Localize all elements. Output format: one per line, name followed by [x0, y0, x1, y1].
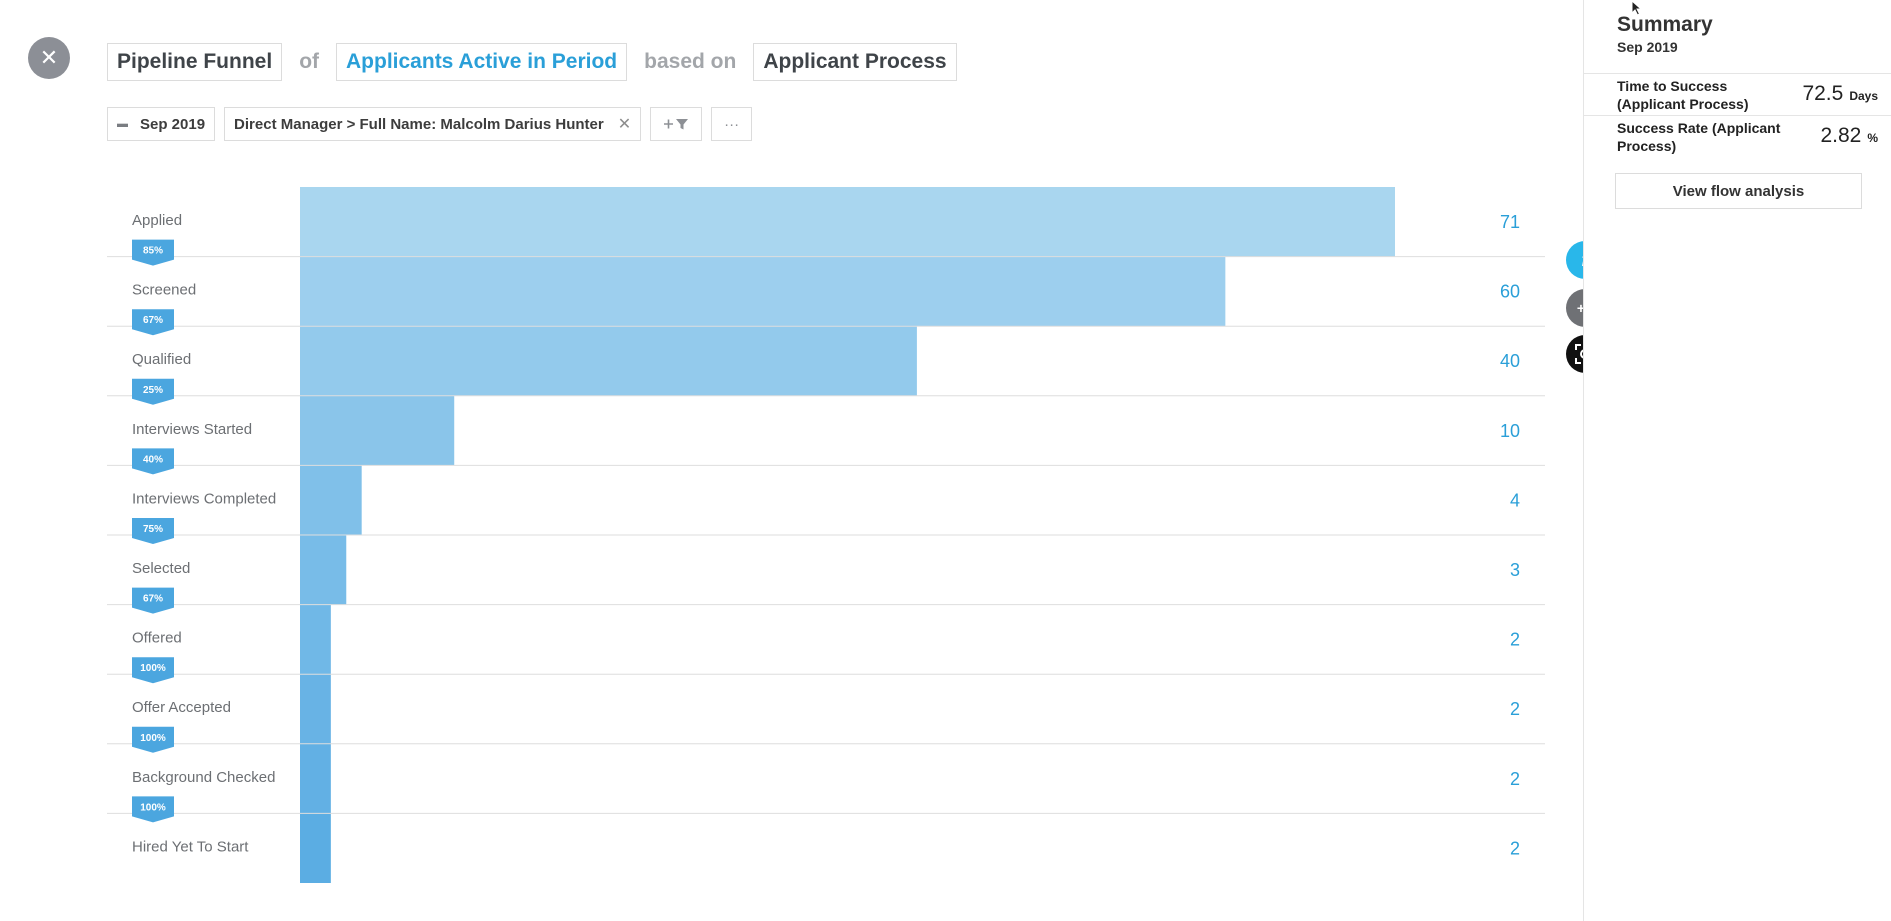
stage-label: Offered — [132, 630, 182, 647]
date-filter-button[interactable]: ▬ Sep 2019 — [107, 107, 216, 141]
view-flow-analysis-button[interactable]: View flow analysis — [1615, 173, 1862, 209]
summary-title: Summary — [1617, 13, 1713, 36]
stage-count: 4 — [1510, 490, 1520, 510]
stage-label: Offer Accepted — [132, 699, 231, 716]
conversion-rate: 100% — [140, 663, 166, 674]
conversion-badge — [132, 448, 174, 475]
stage-label: Screened — [132, 282, 196, 299]
metric-label: Time to Success (Applicant Process) — [1617, 78, 1749, 112]
manager-filter-chip[interactable]: Direct Manager > Full Name: Malcolm Dari… — [224, 107, 642, 141]
stage-count: 40 — [1500, 351, 1520, 371]
conversion-badge — [132, 657, 174, 684]
conversion-rate: 25% — [143, 385, 163, 396]
funnel-bar — [300, 395, 455, 466]
conversion-rate: 40% — [143, 454, 163, 465]
population-selector[interactable]: Applicants Active in Period — [336, 43, 628, 81]
conversion-badge — [132, 239, 174, 266]
conversion-rate: 100% — [140, 802, 166, 813]
funnel-bar — [300, 187, 1395, 257]
funnel-bar — [300, 813, 331, 883]
funnel-bar — [300, 465, 362, 535]
stage-count: 60 — [1500, 282, 1520, 302]
summary-sidebar: Summary Sep 2019 Time to Success (Applic… — [1583, 0, 1891, 921]
metric-label: Success Rate (Applicant Process) — [1617, 120, 1781, 154]
stage-count: 2 — [1510, 769, 1520, 789]
filter-bar: ▬ Sep 2019 Direct Manager > Full Name: M… — [107, 107, 753, 141]
stage-label: Qualified — [132, 351, 191, 368]
conversion-rate: 67% — [143, 315, 163, 326]
conversion-rate: 100% — [140, 733, 166, 744]
more-options-button[interactable]: ··· — [711, 107, 753, 141]
metric-value: 2.82% — [1820, 124, 1878, 147]
metric-selector[interactable]: Pipeline Funnel — [107, 43, 283, 81]
query-title: Pipeline Funnel of Applicants Active in … — [107, 42, 957, 82]
close-button[interactable]: ✕ — [28, 37, 70, 79]
of-connector: of — [299, 50, 320, 73]
mouse-cursor-icon — [1631, 0, 1643, 16]
stage-count: 71 — [1500, 212, 1520, 232]
plus-funnel-icon — [664, 119, 689, 130]
metric-success-rate: Success Rate (Applicant Process) 2.82% — [1584, 115, 1891, 157]
summary-date: Sep 2019 — [1617, 39, 1678, 55]
conversion-badge — [132, 309, 174, 336]
manager-filter-label: Direct Manager > Full Name: Malcolm Dari… — [234, 115, 604, 133]
stage-count: 2 — [1510, 630, 1520, 650]
funnel-bar — [300, 535, 347, 605]
stage-count: 3 — [1510, 560, 1520, 580]
remove-filter-icon[interactable]: ✕ — [617, 116, 632, 133]
date-filter-label: Sep 2019 — [140, 115, 206, 133]
conversion-badge — [132, 726, 174, 753]
stage-label: Applied — [132, 212, 182, 229]
stage-label: Background Checked — [132, 769, 275, 786]
conversion-badge — [132, 796, 174, 823]
stage-count: 2 — [1510, 838, 1520, 858]
stage-label: Hired Yet To Start — [132, 838, 249, 855]
stage-label: Interviews Completed — [132, 490, 276, 507]
stage-label: Selected — [132, 560, 190, 577]
metric-value: 72.5 Days — [1802, 82, 1878, 105]
stage-label: Interviews Started — [132, 421, 252, 438]
calendar-icon: ▬ — [117, 118, 128, 130]
funnel-bar — [300, 256, 1226, 327]
funnel-bar — [300, 674, 331, 744]
conversion-rate: 85% — [143, 246, 163, 257]
metric-time-to-success: Time to Success (Applicant Process) 72.5… — [1584, 73, 1891, 115]
close-icon: ✕ — [39, 45, 59, 70]
add-filter-button[interactable] — [650, 107, 703, 141]
stage-count: 2 — [1510, 699, 1520, 719]
conversion-badge — [132, 518, 174, 544]
conversion-rate: 75% — [143, 524, 163, 535]
funnel-chart: Applied 71 Screened 60 Qualified 40 Interviews… — [107, 187, 1545, 883]
stage-count: 10 — [1500, 421, 1520, 441]
based-on-connector: based on — [644, 50, 737, 73]
process-selector[interactable]: Applicant Process — [753, 43, 957, 81]
funnel-bar — [300, 743, 331, 814]
conversion-badge — [132, 378, 174, 405]
funnel-bar — [300, 604, 331, 675]
conversion-rate: 67% — [143, 594, 163, 605]
conversion-badge — [132, 587, 174, 614]
funnel-bar — [300, 326, 917, 396]
